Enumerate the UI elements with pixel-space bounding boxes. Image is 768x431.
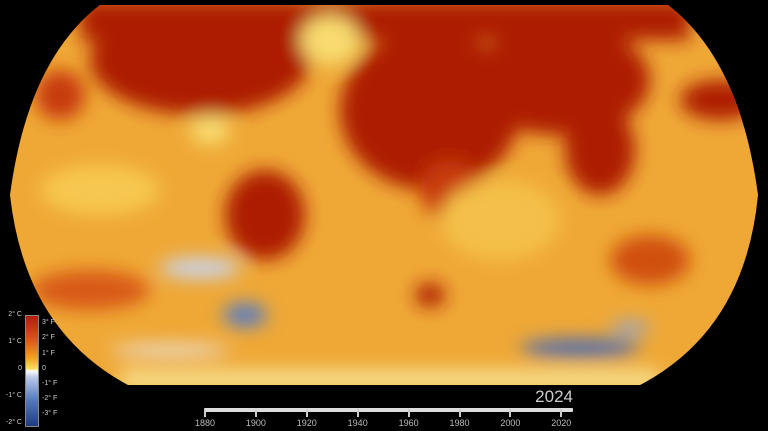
- timeline-tick: [356, 409, 359, 417]
- fahrenheit-label: -3° F: [42, 410, 58, 417]
- timeline-tick: [254, 409, 257, 417]
- timeline-tick-label: 1960: [398, 418, 419, 428]
- timeline-tick: [407, 409, 410, 417]
- fahrenheit-label: 1° F: [42, 350, 55, 357]
- celsius-label: -1° C: [5, 392, 22, 399]
- timeline-bar: [204, 408, 573, 412]
- timeline-tick: [458, 409, 461, 417]
- timeline-tick-label: 1980: [449, 418, 470, 428]
- timeline-tick-label: 1900: [245, 418, 266, 428]
- timeline-tick-label: 1940: [347, 418, 368, 428]
- current-year-label: 2024: [535, 387, 573, 406]
- timeline-tick-label: 1920: [296, 418, 317, 428]
- celsius-label: 0: [18, 365, 22, 372]
- celsius-label: -2° C: [5, 419, 22, 426]
- color-scale-bar: [25, 315, 39, 427]
- timeline-tick-label: 1880: [194, 418, 216, 428]
- timeline-tick: [305, 409, 308, 417]
- fahrenheit-label: -1° F: [42, 380, 58, 387]
- fahrenheit-label: -2° F: [42, 395, 58, 402]
- timeline-tick-label: 2000: [500, 418, 521, 428]
- fahrenheit-label: 3° F: [42, 319, 55, 326]
- celsius-label: 2° C: [8, 311, 22, 318]
- timeline-tick: [560, 409, 563, 417]
- celsius-label: 1° C: [8, 338, 22, 345]
- timeline-tick: [204, 409, 206, 417]
- fahrenheit-label: 2° F: [42, 334, 55, 341]
- timeline-tick: [509, 409, 512, 417]
- fahrenheit-label: 0: [42, 365, 46, 372]
- timeline-tick-label: 2020: [551, 418, 572, 428]
